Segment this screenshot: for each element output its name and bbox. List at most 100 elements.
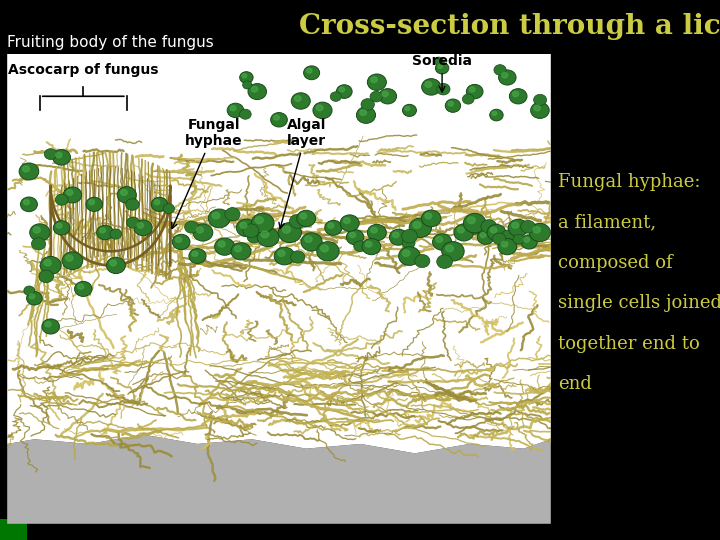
Circle shape [448,102,454,106]
Circle shape [297,210,315,227]
Circle shape [442,241,464,261]
Circle shape [274,247,294,265]
Circle shape [354,241,366,252]
Circle shape [454,224,474,241]
Circle shape [438,64,442,69]
Circle shape [192,251,198,256]
Text: Fungal hyphae:: Fungal hyphae: [558,173,701,191]
Circle shape [367,224,387,241]
Circle shape [402,230,418,243]
Circle shape [533,227,541,233]
Circle shape [24,286,35,295]
Circle shape [96,225,114,240]
Text: Fruiting body of the fungus: Fruiting body of the fungus [7,35,214,50]
Circle shape [361,99,374,110]
Polygon shape [7,435,551,524]
Circle shape [99,228,105,233]
Circle shape [509,89,527,104]
Circle shape [492,111,497,116]
Circle shape [534,105,541,111]
Circle shape [422,79,441,95]
Circle shape [405,106,410,111]
Circle shape [248,84,266,99]
Circle shape [274,115,279,120]
Circle shape [289,214,305,228]
Circle shape [294,96,301,102]
Circle shape [313,102,332,119]
Circle shape [508,219,528,237]
Text: Fungal
hyphae: Fungal hyphae [171,118,243,228]
Circle shape [197,227,203,233]
Circle shape [33,227,40,233]
Circle shape [66,255,73,261]
Circle shape [240,72,253,83]
Circle shape [236,219,256,237]
Circle shape [487,225,506,241]
Circle shape [390,229,408,245]
Circle shape [282,226,290,233]
Circle shape [278,250,285,256]
Circle shape [208,209,230,228]
Circle shape [172,234,190,249]
Circle shape [469,87,475,92]
Circle shape [240,222,247,228]
Circle shape [24,200,30,205]
Circle shape [402,238,415,248]
Circle shape [399,247,420,265]
Circle shape [55,194,68,205]
Circle shape [469,222,482,234]
Circle shape [257,228,279,247]
Circle shape [110,229,122,239]
Circle shape [502,72,508,78]
Circle shape [531,103,549,118]
Circle shape [120,190,127,195]
Text: end: end [558,375,592,393]
Circle shape [446,245,454,252]
Circle shape [513,91,518,97]
Circle shape [481,220,497,233]
Circle shape [307,68,312,73]
Circle shape [370,91,382,102]
Circle shape [66,190,73,195]
Circle shape [413,221,421,228]
Circle shape [134,220,152,235]
Circle shape [22,166,30,172]
Circle shape [425,82,432,87]
Circle shape [247,231,261,243]
Circle shape [163,204,174,213]
Circle shape [521,220,536,233]
Circle shape [343,218,350,224]
Circle shape [86,197,102,212]
Circle shape [464,213,486,233]
Circle shape [523,237,529,242]
Circle shape [371,77,377,83]
Circle shape [279,222,302,242]
Circle shape [251,213,274,233]
Circle shape [330,92,341,102]
Circle shape [498,239,517,255]
Circle shape [437,255,452,268]
Circle shape [320,245,328,252]
Circle shape [39,270,53,283]
Circle shape [421,210,441,227]
Circle shape [27,292,42,305]
Circle shape [230,106,236,111]
Circle shape [78,284,84,289]
Circle shape [53,150,71,165]
Polygon shape [7,54,551,454]
Circle shape [467,217,475,224]
Circle shape [498,70,516,85]
Circle shape [176,237,181,242]
Circle shape [402,104,416,117]
Circle shape [367,74,387,90]
Circle shape [436,62,449,74]
Circle shape [243,224,258,238]
Circle shape [477,224,488,233]
Circle shape [184,221,199,233]
Circle shape [521,235,537,249]
Circle shape [328,223,334,228]
Circle shape [305,236,312,242]
Circle shape [189,248,206,264]
Text: Soredia: Soredia [412,54,472,92]
Circle shape [365,241,372,247]
